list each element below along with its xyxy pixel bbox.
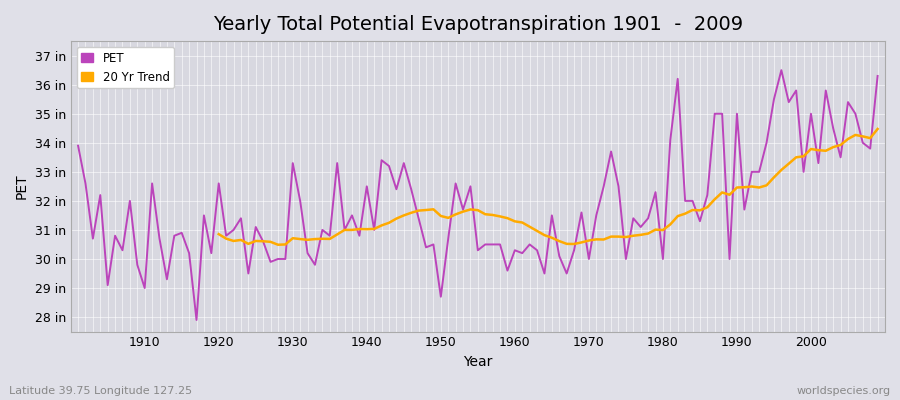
Line: PET: PET	[78, 70, 878, 320]
PET	[73, 143, 84, 148]
20 Yr Trend	[213, 232, 224, 236]
PET	[776, 68, 787, 72]
PET	[517, 251, 527, 256]
20 Yr Trend	[769, 175, 779, 180]
PET	[132, 262, 143, 267]
20 Yr Trend	[850, 132, 860, 137]
X-axis label: Year: Year	[464, 355, 492, 369]
PET	[509, 248, 520, 253]
PET	[346, 213, 357, 218]
20 Yr Trend	[680, 211, 690, 216]
Text: worldspecies.org: worldspecies.org	[796, 386, 891, 396]
20 Yr Trend	[783, 161, 794, 166]
20 Yr Trend	[420, 208, 431, 212]
20 Yr Trend	[872, 126, 883, 131]
Y-axis label: PET: PET	[15, 174, 29, 199]
PET	[302, 251, 313, 256]
Line: 20 Yr Trend: 20 Yr Trend	[219, 129, 878, 245]
PET	[606, 149, 616, 154]
Legend: PET, 20 Yr Trend: PET, 20 Yr Trend	[76, 47, 175, 88]
Text: Latitude 39.75 Longitude 127.25: Latitude 39.75 Longitude 127.25	[9, 386, 192, 396]
PET	[872, 74, 883, 78]
20 Yr Trend	[273, 242, 284, 247]
PET	[191, 318, 202, 322]
Title: Yearly Total Potential Evapotranspiration 1901  -  2009: Yearly Total Potential Evapotranspiratio…	[212, 15, 742, 34]
20 Yr Trend	[310, 237, 320, 242]
